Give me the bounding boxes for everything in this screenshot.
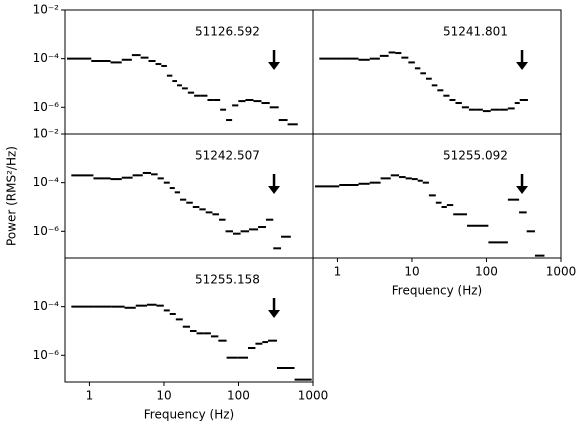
y-axis-label: Power (RMS²/Hz)	[5, 146, 19, 246]
panel-label: 51242.507	[195, 149, 260, 163]
x-axis-label: Frequency (Hz)	[392, 284, 483, 298]
panel-frame	[64, 257, 314, 383]
y-tick-label: 10⁻⁴	[33, 51, 60, 65]
panel-frame	[64, 9, 314, 135]
y-tick-label: 10⁻⁴	[33, 175, 60, 189]
arrow-head	[268, 186, 281, 194]
panel-label: 51255.092	[443, 149, 508, 163]
panel-frame	[312, 9, 562, 135]
panel-label: 51126.592	[195, 25, 260, 39]
y-tick-label: 10⁻²	[33, 127, 60, 141]
x-tick-label: 1	[86, 389, 94, 403]
x-tick-label: 100	[227, 389, 250, 403]
arrow-head	[516, 186, 529, 194]
y-tick-label: 10⁻⁶	[33, 224, 60, 238]
x-tick-label: 1	[334, 265, 342, 279]
arrow-head	[268, 62, 281, 70]
panel-frame	[64, 133, 314, 259]
y-tick-label: 10⁻⁶	[33, 348, 60, 362]
x-tick-label: 1000	[546, 265, 577, 279]
x-tick-label: 100	[475, 265, 498, 279]
y-tick-label: 10⁻⁶	[33, 100, 60, 114]
panel-label: 51255.158	[195, 273, 260, 287]
panel-label: 51241.801	[443, 25, 508, 39]
arrow-head	[268, 310, 281, 318]
x-tick-label: 1000	[298, 389, 329, 403]
x-axis-label: Frequency (Hz)	[144, 408, 235, 422]
y-tick-label: 10⁻⁴	[33, 299, 60, 313]
x-tick-label: 10	[156, 389, 171, 403]
arrow-head	[516, 62, 529, 70]
y-tick-label: 10⁻²	[33, 3, 60, 17]
panel-frame	[312, 133, 562, 259]
x-tick-label: 10	[404, 265, 419, 279]
